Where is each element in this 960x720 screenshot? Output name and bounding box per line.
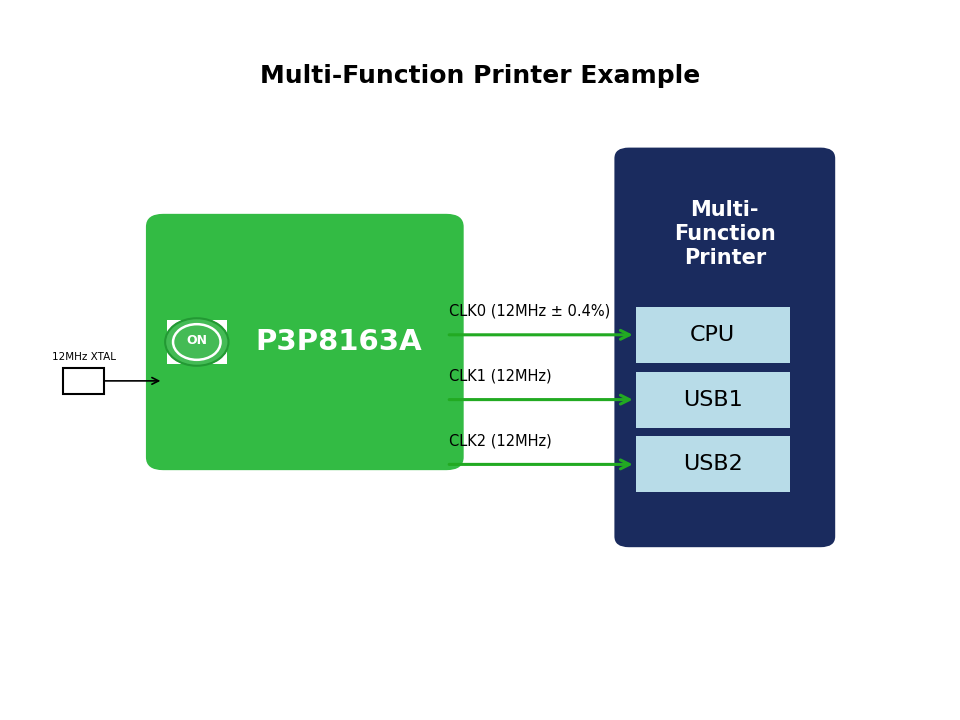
FancyBboxPatch shape: [146, 214, 464, 470]
Circle shape: [165, 318, 228, 366]
FancyBboxPatch shape: [63, 368, 104, 394]
FancyBboxPatch shape: [636, 372, 790, 428]
Text: CLK0 (12MHz ± 0.4%): CLK0 (12MHz ± 0.4%): [449, 304, 611, 319]
Text: USB2: USB2: [683, 454, 743, 474]
FancyBboxPatch shape: [636, 307, 790, 363]
Text: 12MHz XTAL: 12MHz XTAL: [52, 352, 115, 362]
Text: Multi-Function Printer Example: Multi-Function Printer Example: [260, 63, 700, 88]
Text: CPU: CPU: [690, 325, 735, 345]
Text: ON: ON: [186, 334, 207, 347]
Text: P3P8163A: P3P8163A: [255, 328, 422, 356]
Text: CLK1 (12MHz): CLK1 (12MHz): [449, 369, 552, 384]
FancyBboxPatch shape: [636, 436, 790, 492]
FancyBboxPatch shape: [614, 148, 835, 547]
Text: CLK2 (12MHz): CLK2 (12MHz): [449, 433, 552, 449]
Text: USB1: USB1: [683, 390, 743, 410]
Text: Multi-
Function
Printer: Multi- Function Printer: [674, 200, 776, 268]
FancyBboxPatch shape: [167, 320, 227, 364]
